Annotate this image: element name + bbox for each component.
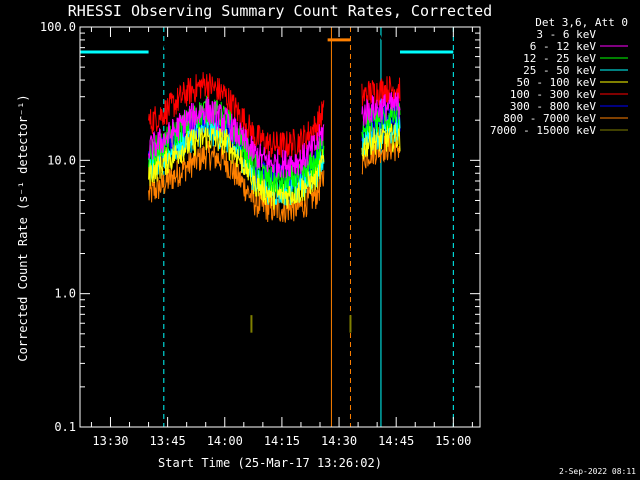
legend-entry-label: 300 - 800 keV	[510, 100, 596, 113]
axes	[79, 26, 481, 428]
legend-title: Det 3,6, Att 0	[535, 16, 628, 29]
y-tick-label: 100.0	[40, 20, 76, 34]
date-stamp: 2-Sep-2022 08:11	[559, 467, 636, 476]
x-tick-label: 13:45	[150, 434, 186, 448]
legend-entry-label: 3 - 6 keV	[536, 28, 596, 41]
legend-entry-label: 7000 - 15000 keV	[490, 124, 596, 137]
y-tick-label: 0.1	[54, 420, 76, 434]
y-tick-label: 1.0	[54, 287, 76, 301]
y-axis-label: Corrected Count Rate (s⁻¹ detector⁻¹)	[16, 94, 30, 361]
x-tick-label: 15:00	[435, 434, 471, 448]
series-line-100-300-kev	[148, 72, 325, 158]
legend-entry-label: 25 - 50 keV	[523, 64, 596, 77]
x-tick-label: 14:30	[321, 434, 357, 448]
plot-frame	[79, 26, 481, 428]
legend-entry-label: 50 - 100 keV	[517, 76, 597, 89]
series-line-6-12-kev	[148, 96, 325, 178]
tick-labels: 0.1 1.0 10.0 100.0 13:30 13:45 14:00 14:15 14:30…	[40, 20, 472, 448]
x-tick-label: 13:30	[92, 434, 128, 448]
series-line-50-100-kev	[361, 123, 401, 160]
y-tick-label: 10.0	[47, 153, 76, 167]
legend-entry-label: 800 - 7000 keV	[503, 112, 596, 125]
legend-entry-label: 100 - 300 keV	[510, 88, 596, 101]
x-tick-label: 14:15	[264, 434, 300, 448]
plot-area	[79, 27, 454, 427]
legend-entry-label: 6 - 12 keV	[530, 40, 597, 53]
series-line-6-12-kev	[361, 92, 401, 126]
x-axis-label: Start Time (25-Mar-17 13:26:02)	[158, 456, 382, 470]
chart-title: RHESSI Observing Summary Count Rates, Co…	[68, 2, 492, 20]
series-line-3-6-kev	[361, 34, 401, 47]
x-tick-label: 14:45	[378, 434, 414, 448]
legend-entry-label: 12 - 25 keV	[523, 52, 596, 65]
x-tick-label: 14:00	[207, 434, 243, 448]
series-line-3-6-kev	[148, 34, 325, 52]
